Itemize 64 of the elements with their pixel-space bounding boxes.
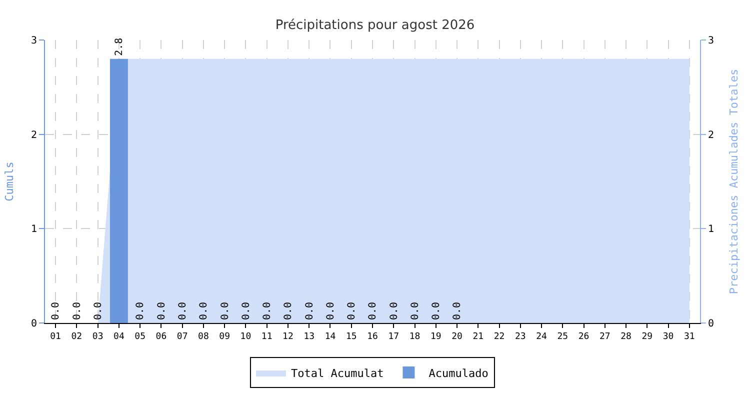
x-tick-label: 13: [304, 332, 315, 342]
x-tick-label: 10: [240, 332, 252, 342]
x-tick-label: 24: [536, 332, 547, 342]
x-tick-label: 31: [684, 332, 695, 342]
x-tick-label: 01: [50, 332, 61, 342]
x-tick-label: 29: [642, 332, 653, 342]
y2-tick-label: 1: [708, 224, 714, 236]
x-tick-label: 12: [282, 332, 294, 342]
y-tick-label: 0: [30, 318, 37, 330]
x-tick-label: 05: [134, 332, 146, 342]
x-tick-label: 28: [620, 332, 632, 342]
y2-axis-title: Precipitaciones Acumulades Totales: [728, 68, 740, 294]
data-label: 0.0: [198, 302, 210, 320]
y2-tick-label: 3: [708, 36, 714, 46]
y-tick-label: 2: [30, 130, 37, 141]
y2-tick-label: 0: [708, 318, 714, 330]
x-tick-label: 19: [430, 332, 442, 342]
x-tick-label: 25: [557, 332, 568, 342]
data-label: 0.0: [178, 302, 189, 320]
data-label: 0.0: [346, 302, 358, 320]
x-tick-label: 02: [71, 332, 82, 342]
data-label: 2.8: [114, 38, 126, 56]
x-tick-label: 27: [600, 332, 610, 342]
x-tick-label: 22: [494, 332, 505, 342]
x-tick-label: 14: [324, 332, 336, 342]
data-label: 0.0: [283, 302, 294, 320]
y-tick-label: 1: [30, 224, 37, 236]
data-label: 0.0: [304, 302, 316, 320]
x-tick-label: 04: [114, 332, 124, 342]
x-tick-label: 09: [219, 332, 230, 342]
data-label: 0.0: [50, 302, 62, 320]
x-tick-label: 15: [346, 332, 357, 342]
data-label: 0.0: [240, 302, 252, 320]
data-label: 0.0: [262, 302, 274, 320]
x-tick-label: 21: [472, 332, 484, 342]
data-label: 0.0: [368, 302, 379, 320]
data-label: 0.0: [72, 302, 83, 320]
x-tick-label: 26: [578, 332, 590, 342]
legend-label: Acumulado: [428, 366, 488, 380]
y-tick-label: 3: [30, 36, 37, 46]
x-tick-label: 06: [156, 332, 167, 342]
data-label: 0.0: [156, 302, 168, 320]
x-tick-label: 18: [409, 332, 420, 342]
y2-tick-label: 2: [708, 130, 714, 141]
legend-label: Total Acumulat: [291, 366, 384, 380]
data-label: 0.0: [92, 302, 104, 320]
data-label: 0.0: [431, 302, 442, 320]
data-label: 0.0: [388, 302, 400, 320]
x-tick-label: 07: [176, 332, 188, 342]
x-tick-label: 11: [261, 332, 272, 342]
x-tick-label: 03: [92, 332, 104, 342]
data-label: 0.0: [135, 302, 146, 320]
data-label: 0.0: [452, 302, 464, 320]
x-tick-label: 16: [367, 332, 378, 342]
data-label: 0.0: [220, 302, 231, 320]
x-tick-label: 23: [514, 332, 526, 342]
x-tick-label: 08: [198, 332, 209, 342]
data-label: 0.0: [410, 302, 421, 320]
x-tick-label: 17: [388, 332, 400, 342]
x-tick-label: 30: [662, 332, 674, 342]
data-label: 0.0: [325, 302, 336, 320]
chart-title: Précipitations pour agost 2026: [275, 18, 475, 34]
y-axis-title: Cumuls: [3, 162, 16, 202]
x-tick-label: 20: [452, 332, 462, 342]
